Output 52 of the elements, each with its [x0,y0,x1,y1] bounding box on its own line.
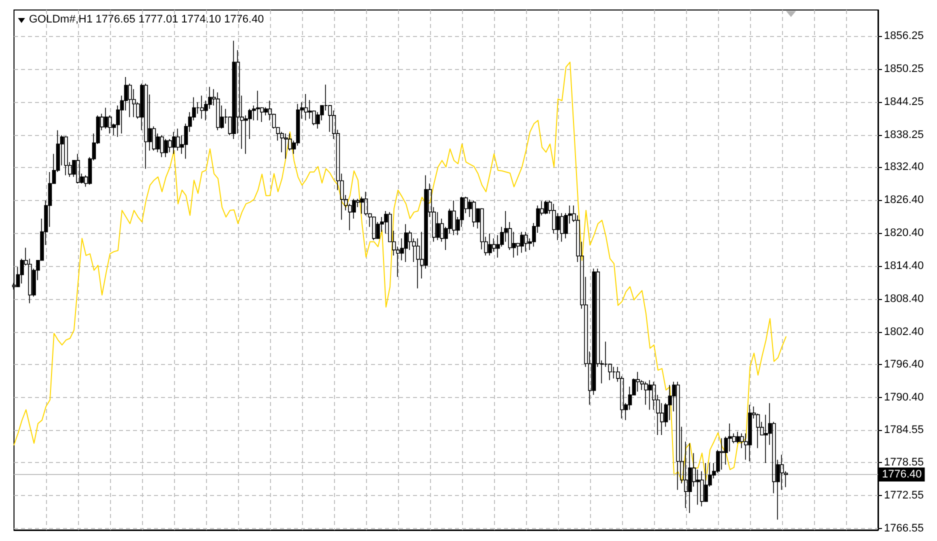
y-tick-label: 1850.25 [884,63,924,76]
candlestick [64,136,68,176]
y-tick-label: 1856.25 [884,30,924,42]
y-tick-label: 1766.55 [884,522,924,535]
candlestick [216,92,220,131]
candlestick [748,404,752,462]
line-series [14,62,786,482]
candlestick [676,381,680,490]
y-tick-label: 1820.40 [884,226,924,239]
candlestick [172,132,176,154]
candlestick [200,95,204,120]
candlestick [736,431,740,444]
candlestick [520,231,524,254]
candlestick [76,153,80,184]
candlestick [524,231,528,252]
chart-title: GOLDm#,H1 1776.65 1777.01 1774.10 1776.40 [29,14,264,26]
ref-line-label: 1776.40 [882,468,922,481]
y-tick-label: 1826.40 [884,194,924,206]
candlestick [472,200,476,228]
candlestick [160,134,164,158]
candlestick [688,442,692,514]
y-tick-label: 1784.55 [884,424,924,436]
candlestick [304,94,308,121]
y-tick-label: 1778.55 [884,456,924,469]
candlestick [644,381,648,406]
y-tick-label: 1814.40 [884,260,924,272]
candlestick [284,133,288,160]
candlestick [544,200,548,215]
y-tick-label: 1808.40 [884,292,924,305]
candlestick [232,40,236,140]
y-tick-label: 1772.55 [884,490,924,502]
candlestick [612,366,616,379]
candlestick [648,380,652,410]
candlestick [176,128,180,151]
candlestick [720,438,724,470]
candlestick [164,138,168,158]
candlestick [560,212,564,242]
candlestick [636,371,640,392]
candlestick [404,224,408,262]
candlestick [256,90,260,121]
candlestick [452,200,456,236]
y-tick-label: 1796.40 [884,358,924,371]
y-tick-label: 1844.25 [884,96,924,108]
y-tick-label: 1790.40 [884,392,924,404]
y-tick-label: 1832.40 [884,161,924,174]
candlestick [372,216,376,240]
y-tick-label: 1838.25 [884,128,924,141]
y-tick-label: 1802.40 [884,326,924,338]
candlestick [104,107,108,130]
candlestick [144,83,148,170]
candlestick [360,196,364,214]
candlestick [488,233,492,256]
